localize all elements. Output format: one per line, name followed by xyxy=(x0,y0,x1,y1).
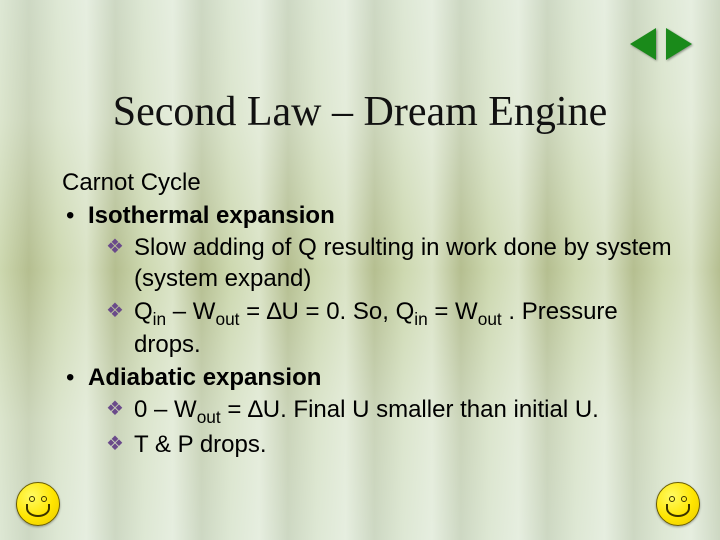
sub-bullet: Slow adding of Q resulting in work done … xyxy=(106,233,672,294)
slide-nav xyxy=(630,28,692,60)
prev-arrow-icon[interactable] xyxy=(630,28,656,60)
section-heading: Adiabatic expansion xyxy=(88,364,321,391)
smiley-icon xyxy=(656,482,700,526)
slide-body: Carnot Cycle Isothermal expansion Slow a… xyxy=(62,168,672,461)
sub-bullet: T & P drops. xyxy=(106,430,672,461)
section-heading: Isothermal expansion xyxy=(88,202,335,229)
bullet-section: Adiabatic expansion 0 – Wout = ∆U. Final… xyxy=(62,363,672,461)
slide-title: Second Law – Dream Engine xyxy=(0,88,720,136)
sub-bullet: 0 – Wout = ∆U. Final U smaller than init… xyxy=(106,395,672,428)
sub-bullet: Qin – Wout = ∆U = 0. So, Qin = Wout . Pr… xyxy=(106,297,672,361)
next-arrow-icon[interactable] xyxy=(666,28,692,60)
bullet-section: Isothermal expansion Slow adding of Q re… xyxy=(62,201,672,361)
smiley-icon xyxy=(16,482,60,526)
slide-subtitle: Carnot Cycle xyxy=(62,168,672,199)
